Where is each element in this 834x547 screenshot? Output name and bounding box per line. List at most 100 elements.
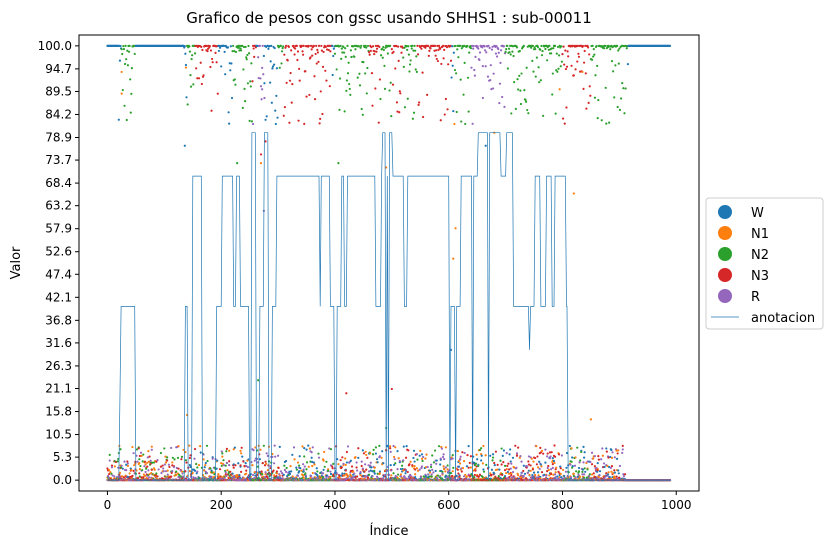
point-n2 [405,45,408,48]
point-r [367,464,370,467]
point-n3 [328,85,331,88]
point-n1 [484,454,487,457]
point-n3 [510,474,513,477]
point-n1 [359,474,362,477]
point-n1 [251,464,254,467]
point-n3 [583,61,586,64]
point-n1 [424,466,428,469]
point-n1 [259,448,262,451]
point-n2 [234,50,238,54]
point-n3 [584,72,587,75]
point-r [375,475,379,478]
point-r [251,473,255,477]
point-n3 [311,54,314,57]
point-n1 [561,468,565,472]
point-n1 [150,445,153,448]
point-r [478,58,481,61]
point-n1 [510,472,513,475]
point-n3 [581,44,585,48]
point-n3 [444,97,447,101]
point-n2 [389,81,392,84]
point-n2 [240,49,243,52]
point-n1 [444,470,447,473]
point-r [582,461,585,464]
point-w [244,462,247,465]
point-w [329,472,333,476]
point-n2 [372,448,375,451]
point-r [443,457,446,461]
point-n2 [467,110,470,113]
point-n3 [208,45,211,48]
point-r [172,465,176,469]
point-n3 [550,451,553,454]
point-n1 [228,449,231,452]
point-n2 [416,458,419,461]
point-n2 [246,82,250,85]
point-n3 [228,460,231,463]
point-n2 [482,470,486,473]
point-w [229,69,232,72]
x-tick-label: 800 [551,498,574,512]
point-n3 [389,447,392,450]
point-w [238,476,242,479]
point-n2 [196,466,199,469]
point-n3 [304,70,307,73]
point-n1 [108,468,111,472]
point-n2 [586,468,589,471]
point-n2 [386,52,389,55]
point-n2 [560,45,563,48]
point-n2 [342,45,345,49]
point-n3 [584,44,587,47]
point-w [302,470,305,473]
point-n1 [610,456,614,459]
point-n1 [138,461,141,465]
point-r [586,460,589,463]
point-n2 [535,56,538,59]
point-n2 [357,45,360,48]
point-w [357,456,360,459]
point-n1 [444,446,447,449]
point-w [238,473,241,477]
point-r [622,475,626,478]
point-w [183,45,186,48]
point-n2 [560,60,564,63]
point-n2 [243,100,247,103]
point-n2 [548,44,551,47]
point-n2 [469,45,472,48]
point-n3 [200,82,203,86]
point-n1 [540,449,544,452]
point-n2 [243,87,246,90]
point-n1 [109,470,112,474]
point-n2 [457,56,460,59]
y-axis-label: Valor [9,246,24,279]
point-w [606,473,610,476]
point-r [273,444,276,447]
point-r [593,455,597,458]
point-n2 [394,462,397,465]
point-r [265,452,268,455]
point-w [484,144,487,147]
point-n1 [552,473,555,476]
point-r [146,456,149,459]
point-n2 [407,53,411,56]
point-n2 [340,47,343,50]
point-n2 [362,61,365,64]
point-r [378,455,381,458]
point-n3 [365,468,368,471]
point-w [374,452,378,455]
point-n3 [106,467,109,470]
point-r [589,460,592,464]
point-n3 [362,452,366,455]
point-n2 [180,455,184,459]
point-w [596,461,599,465]
point-n3 [331,467,334,470]
point-n2 [366,44,370,48]
point-w [189,465,192,469]
point-n2 [609,48,612,51]
point-n2 [244,45,247,49]
point-w [258,458,261,461]
point-n3 [303,122,306,126]
point-n1 [253,471,256,474]
point-n2 [579,459,582,462]
point-n2 [349,49,352,52]
